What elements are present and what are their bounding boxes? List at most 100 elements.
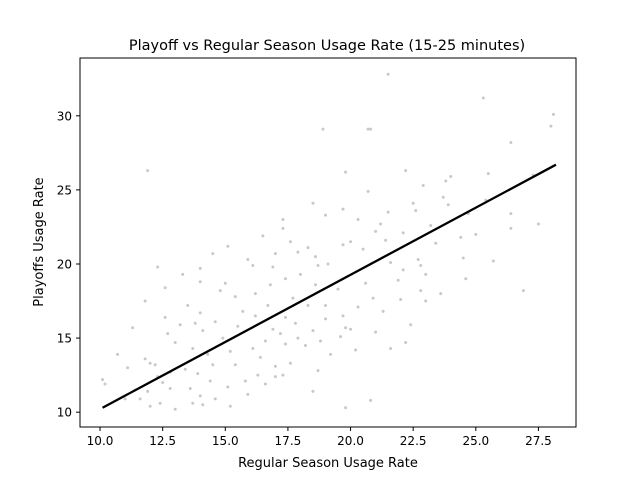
x-tick-label: 27.5 [525, 434, 552, 448]
scatter-point [474, 232, 478, 236]
scatter-point [424, 299, 428, 303]
scatter-point [464, 277, 468, 281]
scatter-point [434, 241, 438, 245]
scatter-point [268, 283, 272, 287]
scatter-point [218, 289, 222, 293]
scatter-point [374, 229, 378, 233]
scatter-point [421, 183, 425, 187]
scatter-point [311, 329, 315, 333]
scatter-point [439, 292, 443, 296]
scatter-point [396, 278, 400, 282]
scatter-point [263, 339, 267, 343]
scatter-point [281, 226, 285, 230]
scatter-point [536, 222, 540, 226]
scatter-point [293, 321, 297, 325]
scatter-point [509, 212, 513, 216]
scatter-points [101, 72, 555, 411]
scatter-point [459, 235, 463, 239]
scatter-point [201, 329, 205, 333]
scatter-point [283, 315, 287, 319]
scatter-point [196, 372, 200, 376]
scatter-point [173, 407, 177, 411]
scatter-point [361, 247, 365, 251]
scatter-point [283, 342, 287, 346]
plot-frame [79, 57, 577, 428]
scatter-point [356, 305, 360, 309]
scatter-point [148, 404, 152, 408]
y-axis-label: Playoffs Usage Rate [32, 177, 47, 306]
x-tick-label: 10.0 [87, 434, 114, 448]
scatter-point [288, 361, 292, 365]
scatter-point [369, 398, 373, 402]
scatter-point [404, 341, 408, 345]
scatter-point [146, 389, 150, 393]
x-tick-label: 20.0 [337, 434, 364, 448]
scatter-point [366, 127, 370, 131]
scatter-point [316, 369, 320, 373]
scatter-point [356, 218, 360, 222]
scatter-point [246, 392, 250, 396]
x-tick-label: 17.5 [275, 434, 302, 448]
scatter-point [236, 324, 240, 328]
x-axis-label: Regular Season Usage Rate [238, 456, 418, 471]
x-tick-label: 15.0 [212, 434, 239, 448]
scatter-point [416, 258, 420, 262]
scatter-point [271, 265, 275, 269]
scatter-point [173, 341, 177, 345]
scatter-point [401, 268, 405, 272]
scatter-point [281, 218, 285, 222]
scatter-point [213, 397, 217, 401]
scatter-point [271, 327, 275, 331]
scatter-point [344, 170, 348, 174]
scatter-point [143, 357, 147, 361]
scatter-point [258, 355, 262, 359]
scatter-point [296, 336, 300, 340]
x-tick-label: 12.5 [149, 434, 176, 448]
scatter-point [461, 256, 465, 260]
scatter-point [143, 299, 147, 303]
scatter-point [168, 386, 172, 390]
scatter-point [146, 169, 150, 173]
scatter-point [273, 364, 277, 368]
scatter-point [344, 326, 348, 330]
scatter-point [386, 72, 390, 76]
scatter-point [491, 259, 495, 263]
scatter-point [198, 280, 202, 284]
scatter-point [336, 287, 340, 291]
scatter-point [183, 367, 187, 371]
scatter-point [288, 240, 292, 244]
scatter-point [211, 363, 215, 367]
scatter-point [386, 210, 390, 214]
scatter-point [281, 373, 285, 377]
y-tick-label: 10 [57, 406, 72, 420]
scatter-point [384, 238, 388, 242]
y-tick-label: 20 [57, 257, 72, 271]
scatter-point [446, 203, 450, 207]
scatter-point [253, 314, 257, 318]
scatter-point [283, 277, 287, 281]
scatter-point [329, 352, 333, 356]
scatter-point [354, 348, 358, 352]
scatter-point [191, 401, 195, 405]
scatter-point [389, 261, 393, 265]
regression-line [102, 163, 557, 409]
scatter-point [161, 381, 165, 385]
scatter-point [206, 352, 210, 356]
scatter-point [273, 375, 277, 379]
scatter-point [246, 258, 250, 262]
scatter-point [251, 263, 255, 267]
scatter-point [191, 346, 195, 350]
scatter-point [198, 266, 202, 270]
scatter-point [316, 263, 320, 267]
scatter-point [341, 314, 345, 318]
scatter-point [521, 289, 525, 293]
scatter-point [103, 382, 107, 386]
x-tick-label: 25.0 [462, 434, 489, 448]
scatter-point [228, 404, 232, 408]
scatter-point [444, 179, 448, 183]
chart-title: Playoff vs Regular Season Usage Rate (15… [129, 38, 525, 54]
scatter-point [306, 246, 310, 250]
scatter-point [318, 339, 322, 343]
scatter-point [313, 255, 317, 259]
scatter-point [481, 96, 485, 100]
